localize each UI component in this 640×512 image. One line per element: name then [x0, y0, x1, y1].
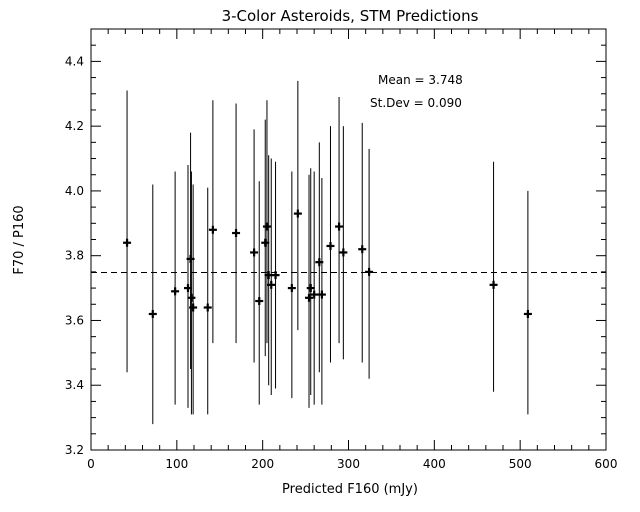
plot-frame: [90, 28, 607, 451]
chart-title: 3-Color Asteroids, STM Predictions: [222, 7, 479, 25]
stdev-annotation: St.Dev = 0.090: [370, 96, 462, 110]
data-point: [326, 126, 335, 363]
data-point: [293, 80, 302, 331]
data-point: [523, 190, 532, 415]
data-point: [148, 184, 157, 425]
data-point: [305, 174, 314, 408]
data-point: [262, 100, 271, 344]
x-tick-label: 200: [251, 457, 274, 471]
y-tick-label: 3.4: [65, 378, 84, 392]
data-point: [317, 177, 326, 405]
data-point: [339, 126, 348, 360]
data-point: [287, 171, 296, 399]
data-point: [171, 171, 180, 405]
x-tick-label: 300: [337, 457, 360, 471]
data-point: [271, 161, 280, 389]
y-axis-tick-labels: 3.2 3.4 3.6 3.8 4.0 4.2 4.4: [65, 54, 84, 457]
data-points: [123, 80, 532, 425]
data-point: [267, 158, 276, 395]
y-axis-label: F70 / P160: [12, 205, 27, 274]
x-tick-label: 500: [509, 457, 532, 471]
x-tick-label: 100: [165, 457, 188, 471]
data-point: [203, 187, 212, 415]
data-point: [208, 100, 217, 344]
y-tick-label: 4.2: [65, 119, 84, 133]
data-point: [335, 97, 344, 344]
x-tick-label: 400: [423, 457, 446, 471]
y-tick-label: 4.0: [65, 184, 84, 198]
data-point: [306, 168, 315, 395]
y-tick-label: 3.2: [65, 443, 84, 457]
axis-ticks: [90, 28, 607, 451]
data-point: [310, 171, 319, 405]
data-point: [261, 119, 270, 357]
x-axis-tick-labels: 0 100 200 300 400 500 600: [87, 457, 617, 471]
data-point: [187, 171, 196, 415]
mean-annotation: Mean = 3.748: [378, 73, 463, 87]
data-point: [123, 90, 132, 373]
y-tick-label: 4.4: [65, 54, 84, 68]
y-tick-label: 3.6: [65, 313, 84, 327]
x-tick-label: 0: [87, 457, 95, 471]
data-point: [232, 103, 241, 344]
data-point: [250, 129, 259, 363]
x-tick-label: 600: [595, 457, 618, 471]
data-point: [189, 184, 198, 415]
data-point: [365, 148, 374, 379]
y-tick-label: 3.8: [65, 249, 84, 263]
x-axis-label: Predicted F160 (mJy): [282, 482, 418, 497]
data-point: [358, 122, 367, 363]
data-point: [255, 181, 264, 405]
data-point: [489, 161, 498, 392]
